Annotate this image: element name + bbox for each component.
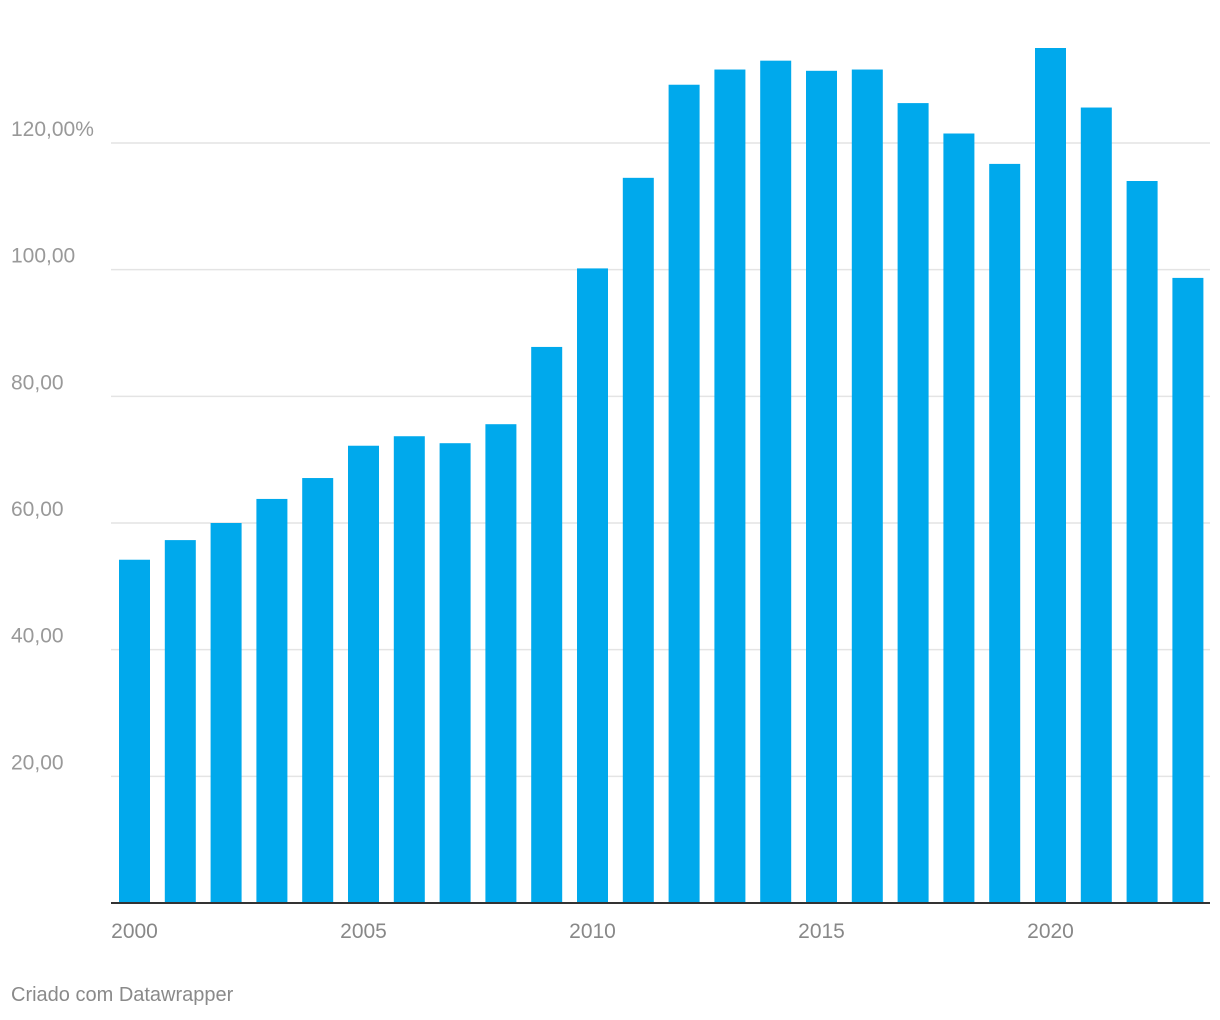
bar-2004 (302, 478, 334, 903)
bar-2015 (806, 70, 837, 904)
x-axis-labels: 2000 2005 2010 2015 2020 (111, 920, 1074, 943)
x-tick-label: 2005 (340, 920, 387, 943)
y-axis-labels: 20,00 40,00 60,00 80,00 100,00 120,00% (11, 118, 94, 774)
bar-2011 (622, 177, 654, 904)
bar-2005 (348, 445, 379, 903)
y-tick-label: 80,00 (11, 371, 64, 394)
bar-2012 (668, 84, 700, 903)
y-tick-label: 60,00 (11, 498, 64, 521)
bar-2014 (760, 60, 792, 903)
x-tick-label: 2015 (798, 920, 845, 943)
y-tick-label: 120,00% (11, 118, 94, 141)
x-tick-label: 2020 (1027, 920, 1074, 943)
bar-2021 (1080, 107, 1112, 904)
bar-2016 (851, 69, 883, 904)
bar-2023 (1172, 277, 1204, 903)
y-tick-label: 20,00 (11, 751, 64, 774)
bars (119, 48, 1204, 904)
bar-2006 (393, 436, 425, 903)
bar-2020 (1035, 48, 1066, 903)
bar-2018 (943, 133, 975, 903)
x-tick-label: 2000 (111, 920, 158, 943)
y-tick-label: 100,00 (11, 245, 75, 268)
bar-2002 (210, 523, 242, 903)
bar-2013 (714, 69, 746, 904)
footer-credit: Criado com Datawrapper (11, 984, 234, 1006)
y-tick-label: 40,00 (11, 625, 64, 648)
bar-2022 (1126, 181, 1158, 903)
bar-2003 (256, 498, 288, 903)
bar-2010 (577, 268, 608, 903)
x-tick-label: 2010 (569, 920, 616, 943)
gridlines (111, 142, 1210, 778)
bar-2007 (439, 443, 471, 903)
bar-2019 (989, 163, 1021, 903)
bar-2008 (485, 424, 517, 903)
bar-2009 (531, 346, 563, 903)
bar-2000 (119, 559, 150, 903)
bar-2001 (164, 540, 196, 903)
bar-2017 (897, 103, 929, 904)
